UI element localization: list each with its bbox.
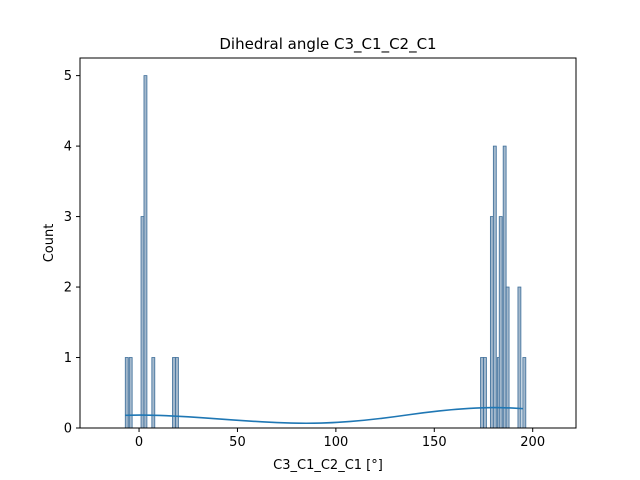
histogram-bar: [172, 357, 176, 429]
y-tick-label: 3: [64, 210, 72, 225]
x-tick-label: 200: [520, 435, 545, 450]
histogram-bar: [502, 145, 507, 429]
histogram-bar: [505, 286, 510, 429]
histogram-bar: [517, 286, 522, 429]
y-tick-label: 4: [64, 140, 72, 155]
x-axis-ticks: 0 50 100 150 200: [135, 428, 545, 450]
x-tick-label: 0: [135, 435, 143, 450]
histogram-bar: [483, 357, 487, 429]
histogram-bar: [175, 357, 179, 429]
histogram-bar: [522, 357, 527, 429]
kde-curve: [125, 406, 523, 425]
y-tick-label: 0: [64, 422, 72, 437]
x-axis-label: C3_C1_C2_C1 [°]: [273, 458, 383, 473]
y-tick-label: 5: [64, 69, 72, 84]
histogram-bar: [498, 216, 503, 429]
histogram-bar: [151, 357, 156, 429]
x-tick-label: 150: [422, 435, 447, 450]
x-tick-label: 50: [229, 435, 246, 450]
y-axis-ticks: 0 1 2 3 4 5: [64, 69, 80, 437]
y-tick-label: 2: [64, 281, 72, 296]
histogram-bar: [128, 357, 133, 429]
y-axis-label: Count: [42, 224, 57, 263]
y-tick-label: 1: [64, 351, 72, 366]
x-tick-label: 100: [323, 435, 348, 450]
chart-title: Dihedral angle C3_C1_C2_C1: [219, 35, 436, 54]
histogram-bar: [124, 357, 129, 429]
plot-frame: [79, 57, 577, 429]
histogram-bars: [124, 75, 527, 429]
histogram-bar: [480, 357, 484, 429]
histogram-bar: [489, 216, 494, 429]
histogram-bar: [140, 216, 145, 429]
histogram-bar: [143, 75, 148, 429]
histogram-bar: [492, 145, 497, 429]
